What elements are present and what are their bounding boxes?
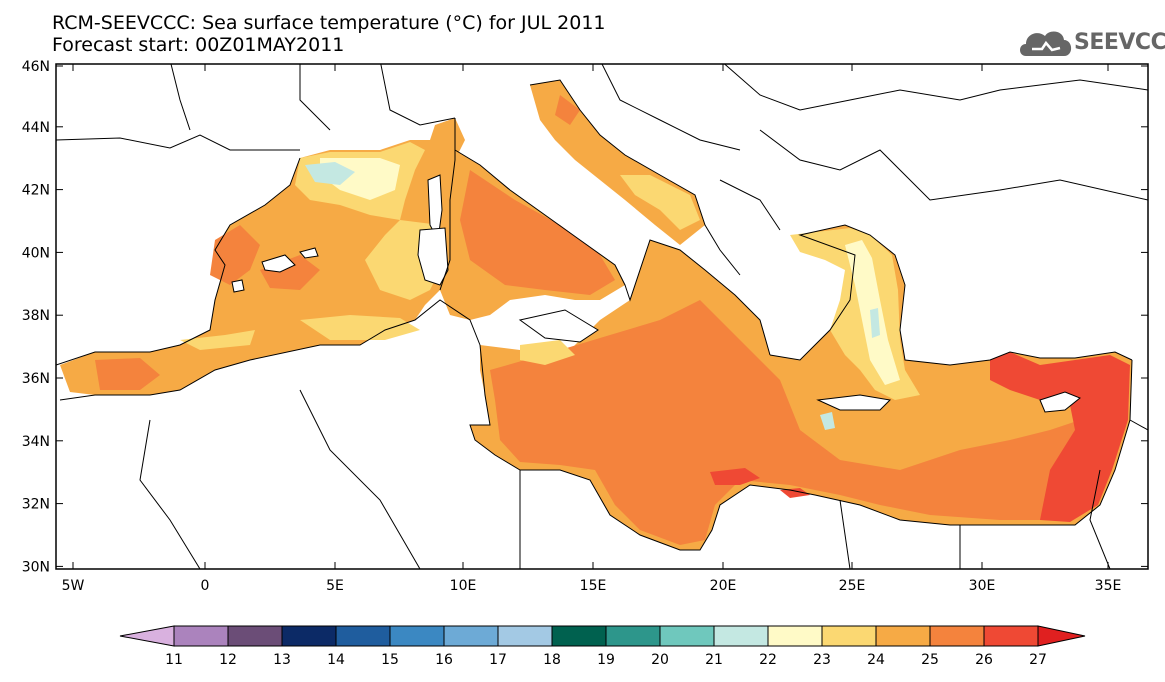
- colorbar: 11 12 13 14 15 16 17 18 19 20 21 22 23 24 25 26 27: [119, 625, 1086, 668]
- colorbar-label: 11: [165, 652, 183, 668]
- lat-tick-label: 38N: [22, 308, 50, 324]
- lat-tick-label: 44N: [22, 120, 50, 136]
- colorbar-box: [227, 625, 283, 647]
- chart-title: RCM-SEEVCCC: Sea surface temperature (°C…: [52, 12, 606, 34]
- lon-tick-label: 25E: [839, 578, 866, 594]
- lon-tick-label: 30E: [969, 578, 996, 594]
- cloud-icon: [1020, 31, 1072, 56]
- lon-tick-label: 20E: [710, 578, 737, 594]
- colorbar-box: [983, 625, 1039, 647]
- colorbar-box: [821, 625, 877, 647]
- colorbar-label: 27: [1029, 652, 1047, 668]
- lat-tick-label: 34N: [22, 434, 50, 450]
- colorbar-label: 13: [273, 652, 291, 668]
- colorbar-box: [875, 625, 931, 647]
- colorbar-box: [335, 625, 391, 647]
- colorbar-box: [389, 625, 445, 647]
- lon-tick-label: 5E: [326, 578, 344, 594]
- colorbar-label: 17: [489, 652, 507, 668]
- chart-subtitle: Forecast start: 00Z01MAY2011: [52, 34, 345, 56]
- colorbar-label: 21: [705, 652, 723, 668]
- lon-tick-label: 10E: [450, 578, 477, 594]
- map-field: [56, 64, 1148, 569]
- colorbar-box: [551, 625, 607, 647]
- colorbar-label: 16: [435, 652, 453, 668]
- lat-tick-label: 46N: [22, 59, 50, 75]
- colorbar-label: 25: [921, 652, 939, 668]
- colorbar-label: 15: [381, 652, 399, 668]
- lon-tick-label: 5W: [62, 578, 85, 594]
- colorbar-box: [605, 625, 661, 647]
- lat-tick-label: 42N: [22, 183, 50, 199]
- colorbar-upper-arrow: [1037, 625, 1086, 647]
- colorbar-label: 12: [219, 652, 237, 668]
- colorbar-box: [497, 625, 553, 647]
- colorbar-label: 14: [327, 652, 345, 668]
- lon-tick-label: 35E: [1095, 578, 1122, 594]
- lon-tick-label: 0: [201, 578, 210, 594]
- colorbar-label: 19: [597, 652, 615, 668]
- colorbar-box: [929, 625, 985, 647]
- longitude-axis: 5W 0 5E 10E 15E 20E 25E 30E 35E: [62, 64, 1122, 594]
- colorbar-label: 18: [543, 652, 561, 668]
- colorbar-lower-arrow: [119, 625, 175, 647]
- coastlines: [56, 64, 1148, 569]
- colorbar-box: [767, 625, 823, 647]
- sst-class-21-22: [305, 162, 880, 430]
- colorbar-label: 22: [759, 652, 777, 668]
- sst-class-25-26: [95, 95, 1100, 545]
- colorbar-label: 23: [813, 652, 831, 668]
- colorbar-label: 24: [867, 652, 885, 668]
- sst-class-26-27: [710, 352, 1130, 522]
- map-frame: [55, 63, 1149, 570]
- lon-tick-label: 15E: [580, 578, 607, 594]
- lat-tick-label: 40N: [22, 245, 50, 261]
- lat-tick-label: 32N: [22, 497, 50, 513]
- lat-tick-label: 30N: [22, 559, 50, 575]
- islands: [231, 174, 1081, 413]
- colorbar-box: [713, 625, 769, 647]
- colorbar-label: 20: [651, 652, 669, 668]
- colorbar-box: [659, 625, 715, 647]
- latitude-axis: 46N 44N 42N 40N 38N 36N 34N 32N 30N: [22, 59, 1148, 575]
- logo-text: SEEVCCC: [1074, 30, 1165, 55]
- colorbar-box: [443, 625, 499, 647]
- seevccc-logo: SEEVCCC: [1018, 26, 1165, 60]
- lat-tick-label: 36N: [22, 371, 50, 387]
- colorbar-box: [281, 625, 337, 647]
- colorbar-label: 26: [975, 652, 993, 668]
- colorbar-box: [173, 625, 229, 647]
